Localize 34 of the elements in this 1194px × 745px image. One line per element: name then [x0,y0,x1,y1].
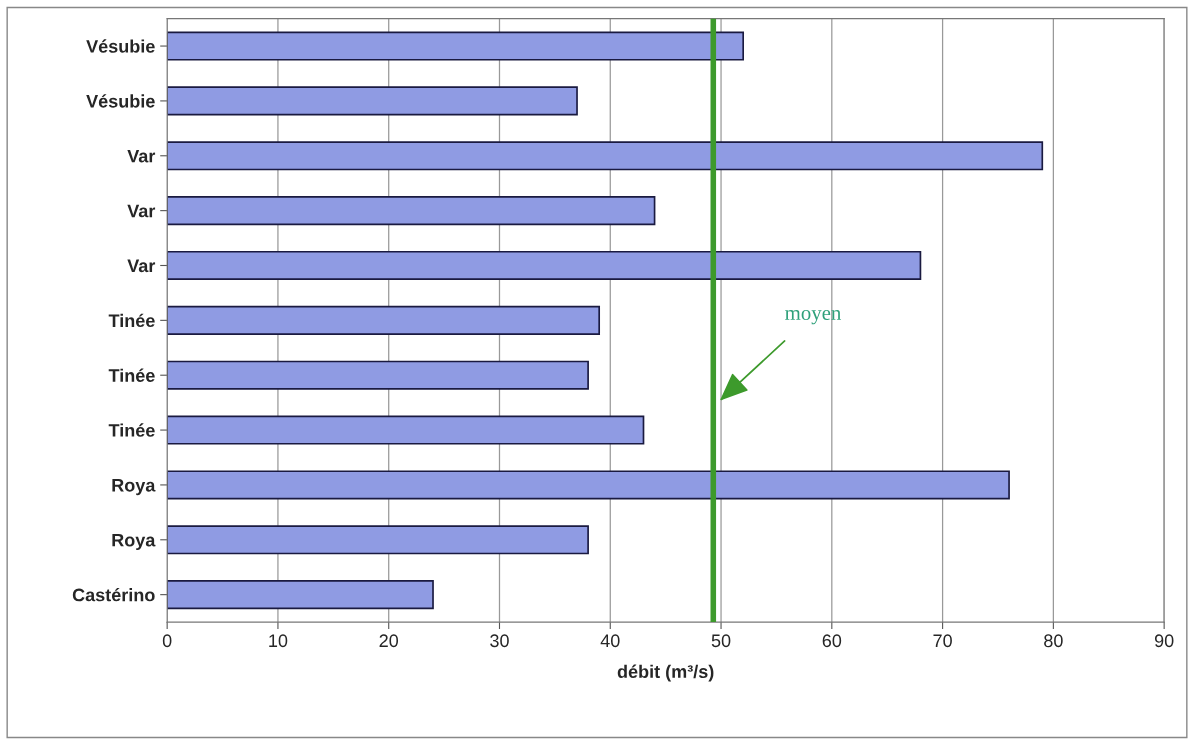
bar [167,580,434,610]
bar [167,196,656,226]
bar [167,250,922,281]
x-tick-label: 10 [269,634,288,648]
y-tick-label: Tinée [108,313,155,328]
x-tick-label: 80 [1044,634,1063,648]
bar [167,470,1010,500]
x-tick-label: 50 [711,634,731,648]
x-tick-label: 90 [1154,634,1174,648]
y-tick-label: Roya [112,533,156,551]
bar [167,141,1044,171]
bar [167,525,589,555]
y-tick-label: Castérino [72,587,155,602]
x-tick-label: 20 [379,634,399,648]
x-tick-label: 60 [822,634,842,648]
y-tick-label: Roya [112,479,156,496]
x-tick-label: 70 [933,634,952,648]
y-tick-label: Vésubie [86,39,155,53]
bar [167,415,645,445]
x-tick-label: 30 [490,634,509,648]
x-tick-label: 40 [600,634,620,648]
y-tick-label: Var [127,149,156,163]
ref-line-label: moyen [785,310,842,325]
x-tick-label: 0 [162,634,172,648]
x-axis-title: débit (m³/s) [617,664,714,682]
y-tick-label: Var [127,204,156,218]
bar [167,305,601,335]
bar [167,31,745,61]
y-tick-label: Tinée [108,368,155,382]
bar [167,360,589,390]
y-tick-label: Tinée [108,423,155,437]
bar [167,86,578,116]
y-tick-label: Vésubie [86,94,155,108]
y-tick-label: Var [127,259,156,273]
